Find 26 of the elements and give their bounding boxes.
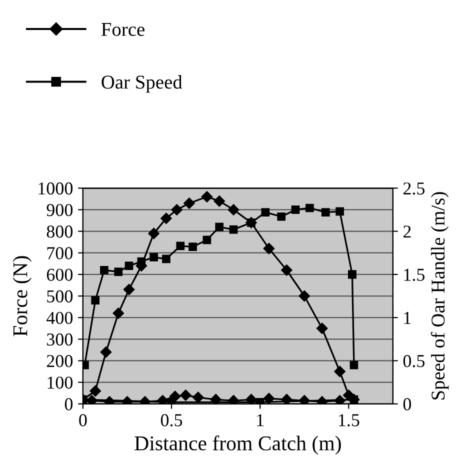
y2-axis-title: Speed of Oar Handle (m/s) [430,192,449,400]
y-tick-label: 700 [47,247,73,260]
x-axis-title: Distance from Catch (m) [134,436,341,455]
y2-tick-label: 1.5 [404,268,425,281]
x-tick-label: 1 [257,414,264,426]
x-tick-label: 0.5 [160,414,182,426]
y-tick-label: 800 [46,226,73,238]
y2-tick-label: 0 [403,398,412,410]
y-tick-label: 100 [48,376,73,389]
y-tick-label: 600 [46,268,73,281]
y2-tick-label: 0.5 [403,354,425,368]
legend-label: Force [101,23,144,36]
y-axis-title: Force (N) [12,256,32,336]
y2-tick-label: 1 [404,312,411,324]
x-tick-label: 0 [79,414,87,426]
legend-label: Oar Speed [102,75,182,93]
y2-tick-label: 2.5 [403,182,425,195]
y-tick-label: 1000 [38,182,73,195]
y-tick-label: 300 [47,333,73,346]
y-tick-label: 500 [47,290,73,302]
y-tick-label: 900 [46,204,73,216]
y-tick-label: 400 [46,312,73,324]
y-tick-label: 0 [64,398,73,410]
y2-tick-label: 2 [403,226,411,238]
x-tick-label: 1.5 [338,414,360,426]
y-tick-label: 200 [46,354,73,368]
